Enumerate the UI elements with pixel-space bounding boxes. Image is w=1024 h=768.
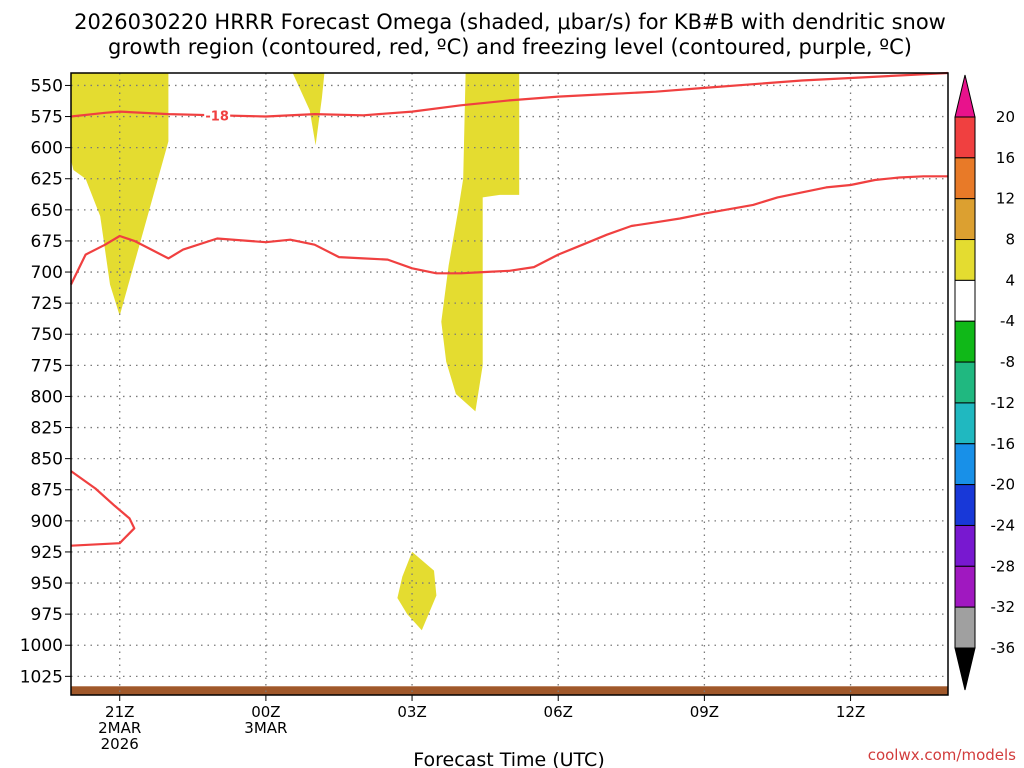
colorbar-label-3: 8 — [1005, 231, 1015, 249]
colorbar-top-triangle — [954, 74, 976, 118]
colorbar-label-5: -4 — [1000, 312, 1015, 330]
x-tick-label-0-2: 2026 — [101, 735, 139, 753]
y-tick-label-8: 750 — [31, 325, 63, 345]
colorbar-cell-3 — [954, 198, 976, 241]
colorbar-label-12: -32 — [991, 598, 1016, 616]
dgz-contour-0 — [70, 71, 949, 118]
dgz-label-bg — [204, 107, 231, 124]
plot-frame — [70, 72, 949, 696]
terrain-strip — [71, 686, 948, 695]
y-tick-label-2: 600 — [31, 139, 63, 159]
colorbar-label-10: -24 — [991, 516, 1016, 534]
y-tick-label-16: 950 — [31, 574, 63, 594]
dgz-contours: -18 — [70, 71, 949, 547]
x-tick-label-1-0: 00Z — [251, 703, 280, 721]
y-tick-label-12: 850 — [31, 450, 63, 470]
colorbar-label-7: -12 — [991, 394, 1016, 412]
colorbar-bottom-triangle — [954, 647, 976, 691]
y-tick-label-1: 575 — [31, 108, 63, 128]
colorbar-cell-11 — [954, 524, 976, 567]
y-tick-label-4: 650 — [31, 201, 63, 221]
omega-region-3 — [397, 551, 437, 631]
dgz-contour-2 — [70, 470, 136, 547]
y-axis-ticks: 550 575 600 625 650 675 700 725 750 775 800 825 850 8… — [20, 76, 71, 687]
y-tick-label-3: 625 — [31, 170, 63, 190]
colorbar-cell-12 — [954, 565, 976, 608]
colorbar-cell-10 — [954, 484, 976, 526]
colorbar-label-9: -20 — [991, 476, 1016, 494]
y-tick-label-10: 800 — [31, 387, 63, 407]
colorbar-label-13: -36 — [991, 639, 1016, 657]
colorbar-cell-2 — [954, 157, 976, 200]
y-tick-label-14: 900 — [31, 512, 63, 532]
omega-region-0 — [71, 73, 169, 316]
colorbar-label-1: 16 — [996, 149, 1015, 167]
x-tick-label-3-0: 06Z — [544, 703, 573, 721]
y-tick-label-17: 975 — [31, 605, 63, 625]
x-axis-label: Forecast Time (UTC) — [413, 749, 604, 768]
colorbar-cell-8 — [954, 402, 976, 445]
x-tick-label-0-0: 21Z — [105, 703, 134, 721]
colorbar-label-4: 4 — [1005, 271, 1015, 289]
colorbar-label-6: -8 — [1000, 353, 1015, 371]
ground-strip — [71, 686, 948, 695]
y-tick-label-15: 925 — [31, 543, 63, 563]
y-tick-label-9: 775 — [31, 356, 63, 376]
y-tick-label-18: 1000 — [20, 636, 63, 656]
credit-text: coolwx.com/models — [868, 746, 1016, 764]
y-tick-label-11: 825 — [31, 419, 63, 439]
y-tick-label-7: 725 — [31, 294, 63, 314]
y-tick-label-13: 875 — [31, 481, 63, 501]
y-tick-label-19: 1025 — [20, 667, 63, 687]
colorbar-cell-6 — [954, 320, 976, 363]
colorbar-label-11: -28 — [991, 557, 1016, 575]
dgz-contour-label: -18 — [205, 109, 229, 124]
dgz-contour-1 — [70, 175, 948, 285]
colorbar-label-0: 20 — [996, 108, 1015, 126]
y-tick-label-6: 700 — [31, 263, 63, 283]
colorbar: 20 16 12 8 4 -4 -8 -12 -16 -20 -24 -28 -32 -36 — [954, 74, 1016, 691]
x-tick-label-5-0: 12Z — [836, 703, 865, 721]
omega-region-2 — [441, 73, 520, 412]
colorbar-cell-1 — [954, 116, 976, 159]
colorbar-cell-4 — [954, 239, 976, 281]
colorbar-cell-13 — [954, 606, 976, 649]
y-tick-label-5: 675 — [31, 232, 63, 252]
colorbar-label-2: 12 — [996, 190, 1015, 208]
x-tick-label-2-0: 03Z — [397, 703, 426, 721]
y-tick-label-0: 550 — [31, 76, 63, 96]
colorbar-cell-5 — [954, 279, 976, 322]
omega-region-1 — [292, 73, 325, 146]
x-tick-label-4-0: 09Z — [690, 703, 719, 721]
chart-title-line2: growth region (contoured, red, ºC) and f… — [108, 35, 912, 59]
chart-title-line1: 2026030220 HRRR Forecast Omega (shaded, … — [74, 10, 946, 34]
colorbar-label-8: -16 — [991, 435, 1016, 453]
colorbar-cell-7 — [954, 361, 976, 404]
omega-shading — [71, 73, 520, 631]
x-tick-label-1-1: 3MAR — [244, 719, 287, 737]
x-tick-label-0-1: 2MAR — [98, 719, 141, 737]
colorbar-cell-9 — [954, 443, 976, 486]
